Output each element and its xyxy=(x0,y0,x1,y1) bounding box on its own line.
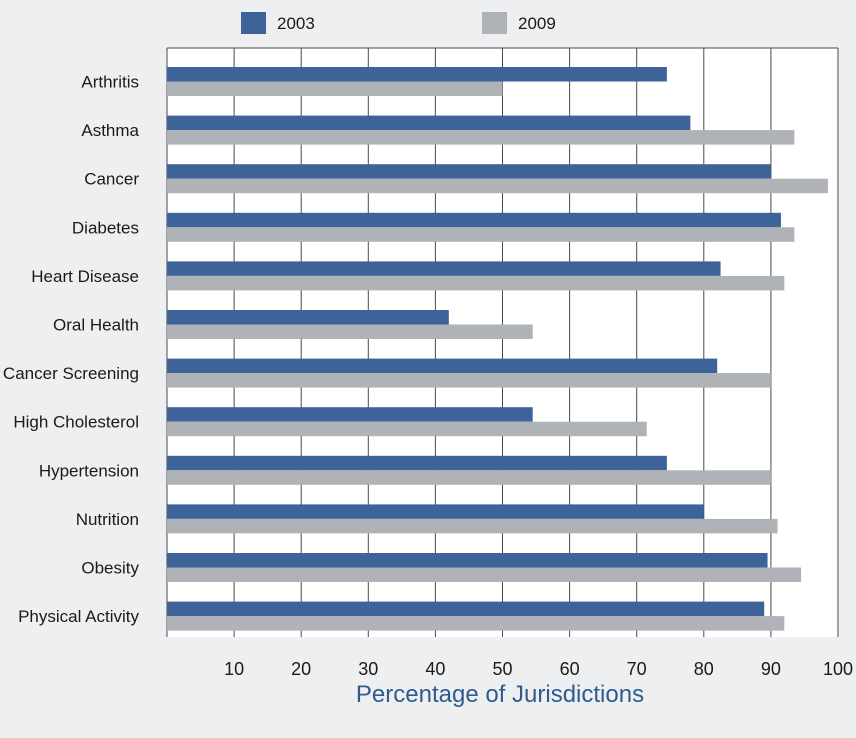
category-label: Oral Health xyxy=(53,316,139,335)
bar-2003 xyxy=(167,310,449,325)
bar-2009 xyxy=(167,178,828,194)
legend-label-2003: 2003 xyxy=(277,14,315,33)
bars xyxy=(167,67,828,631)
x-tick-labels: 10 20 30 40 50 60 70 80 90 100 xyxy=(224,659,853,679)
category-label: High Cholesterol xyxy=(13,413,139,432)
bar-2003 xyxy=(167,164,771,179)
bar-2009 xyxy=(167,518,778,534)
bar-2003 xyxy=(167,601,765,617)
legend-label-2009: 2009 xyxy=(518,14,556,33)
category-label: Arthritis xyxy=(81,73,139,92)
category-label: Diabetes xyxy=(72,218,139,237)
bar-2009 xyxy=(167,616,785,631)
category-label: Cancer Screening xyxy=(3,364,139,383)
category-labels: Arthritis Asthma Cancer Diabetes Heart Disea… xyxy=(3,73,140,627)
bar-2009 xyxy=(167,567,802,582)
category-label: Nutrition xyxy=(76,510,139,529)
legend-swatch-2009 xyxy=(482,12,507,34)
bar-2003 xyxy=(167,407,533,422)
category-label: Heart Disease xyxy=(31,267,139,286)
bar-2003 xyxy=(167,115,691,131)
x-tick-label: 90 xyxy=(761,659,781,679)
category-label: Cancer xyxy=(84,170,139,189)
legend-swatch-2003 xyxy=(241,12,266,34)
bar-2003 xyxy=(167,212,781,228)
x-tick-label: 40 xyxy=(425,659,445,679)
bar-2009 xyxy=(167,373,771,388)
x-tick-label: 70 xyxy=(627,659,647,679)
x-tick-label: 60 xyxy=(560,659,580,679)
bar-2003 xyxy=(167,504,704,519)
bar-2009 xyxy=(167,470,771,485)
x-tick-label: 50 xyxy=(492,659,512,679)
category-label: Obesity xyxy=(81,559,139,578)
bar-2003 xyxy=(167,261,721,276)
grid xyxy=(166,47,839,637)
x-tick-label: 100 xyxy=(823,659,853,679)
bar-2009 xyxy=(167,81,503,96)
bar-2009 xyxy=(167,421,647,437)
bar-2003 xyxy=(167,455,667,471)
bar-2003 xyxy=(167,67,667,82)
bar-2003 xyxy=(167,553,768,568)
bar-2009 xyxy=(167,227,795,242)
x-tick-label: 30 xyxy=(358,659,378,679)
category-label: Physical Activity xyxy=(18,607,139,626)
x-tick-label: 80 xyxy=(694,659,714,679)
x-tick-label: 20 xyxy=(291,659,311,679)
x-tick-label: 10 xyxy=(224,659,244,679)
legend: 2003 2009 xyxy=(241,12,556,34)
bar-2009 xyxy=(167,130,795,145)
x-axis-title: Percentage of Jurisdictions xyxy=(356,681,644,708)
category-label: Asthma xyxy=(81,121,139,140)
bar-2003 xyxy=(167,358,718,374)
bar-2009 xyxy=(167,324,533,339)
bar-2009 xyxy=(167,275,785,291)
category-label: Hypertension xyxy=(39,461,139,480)
